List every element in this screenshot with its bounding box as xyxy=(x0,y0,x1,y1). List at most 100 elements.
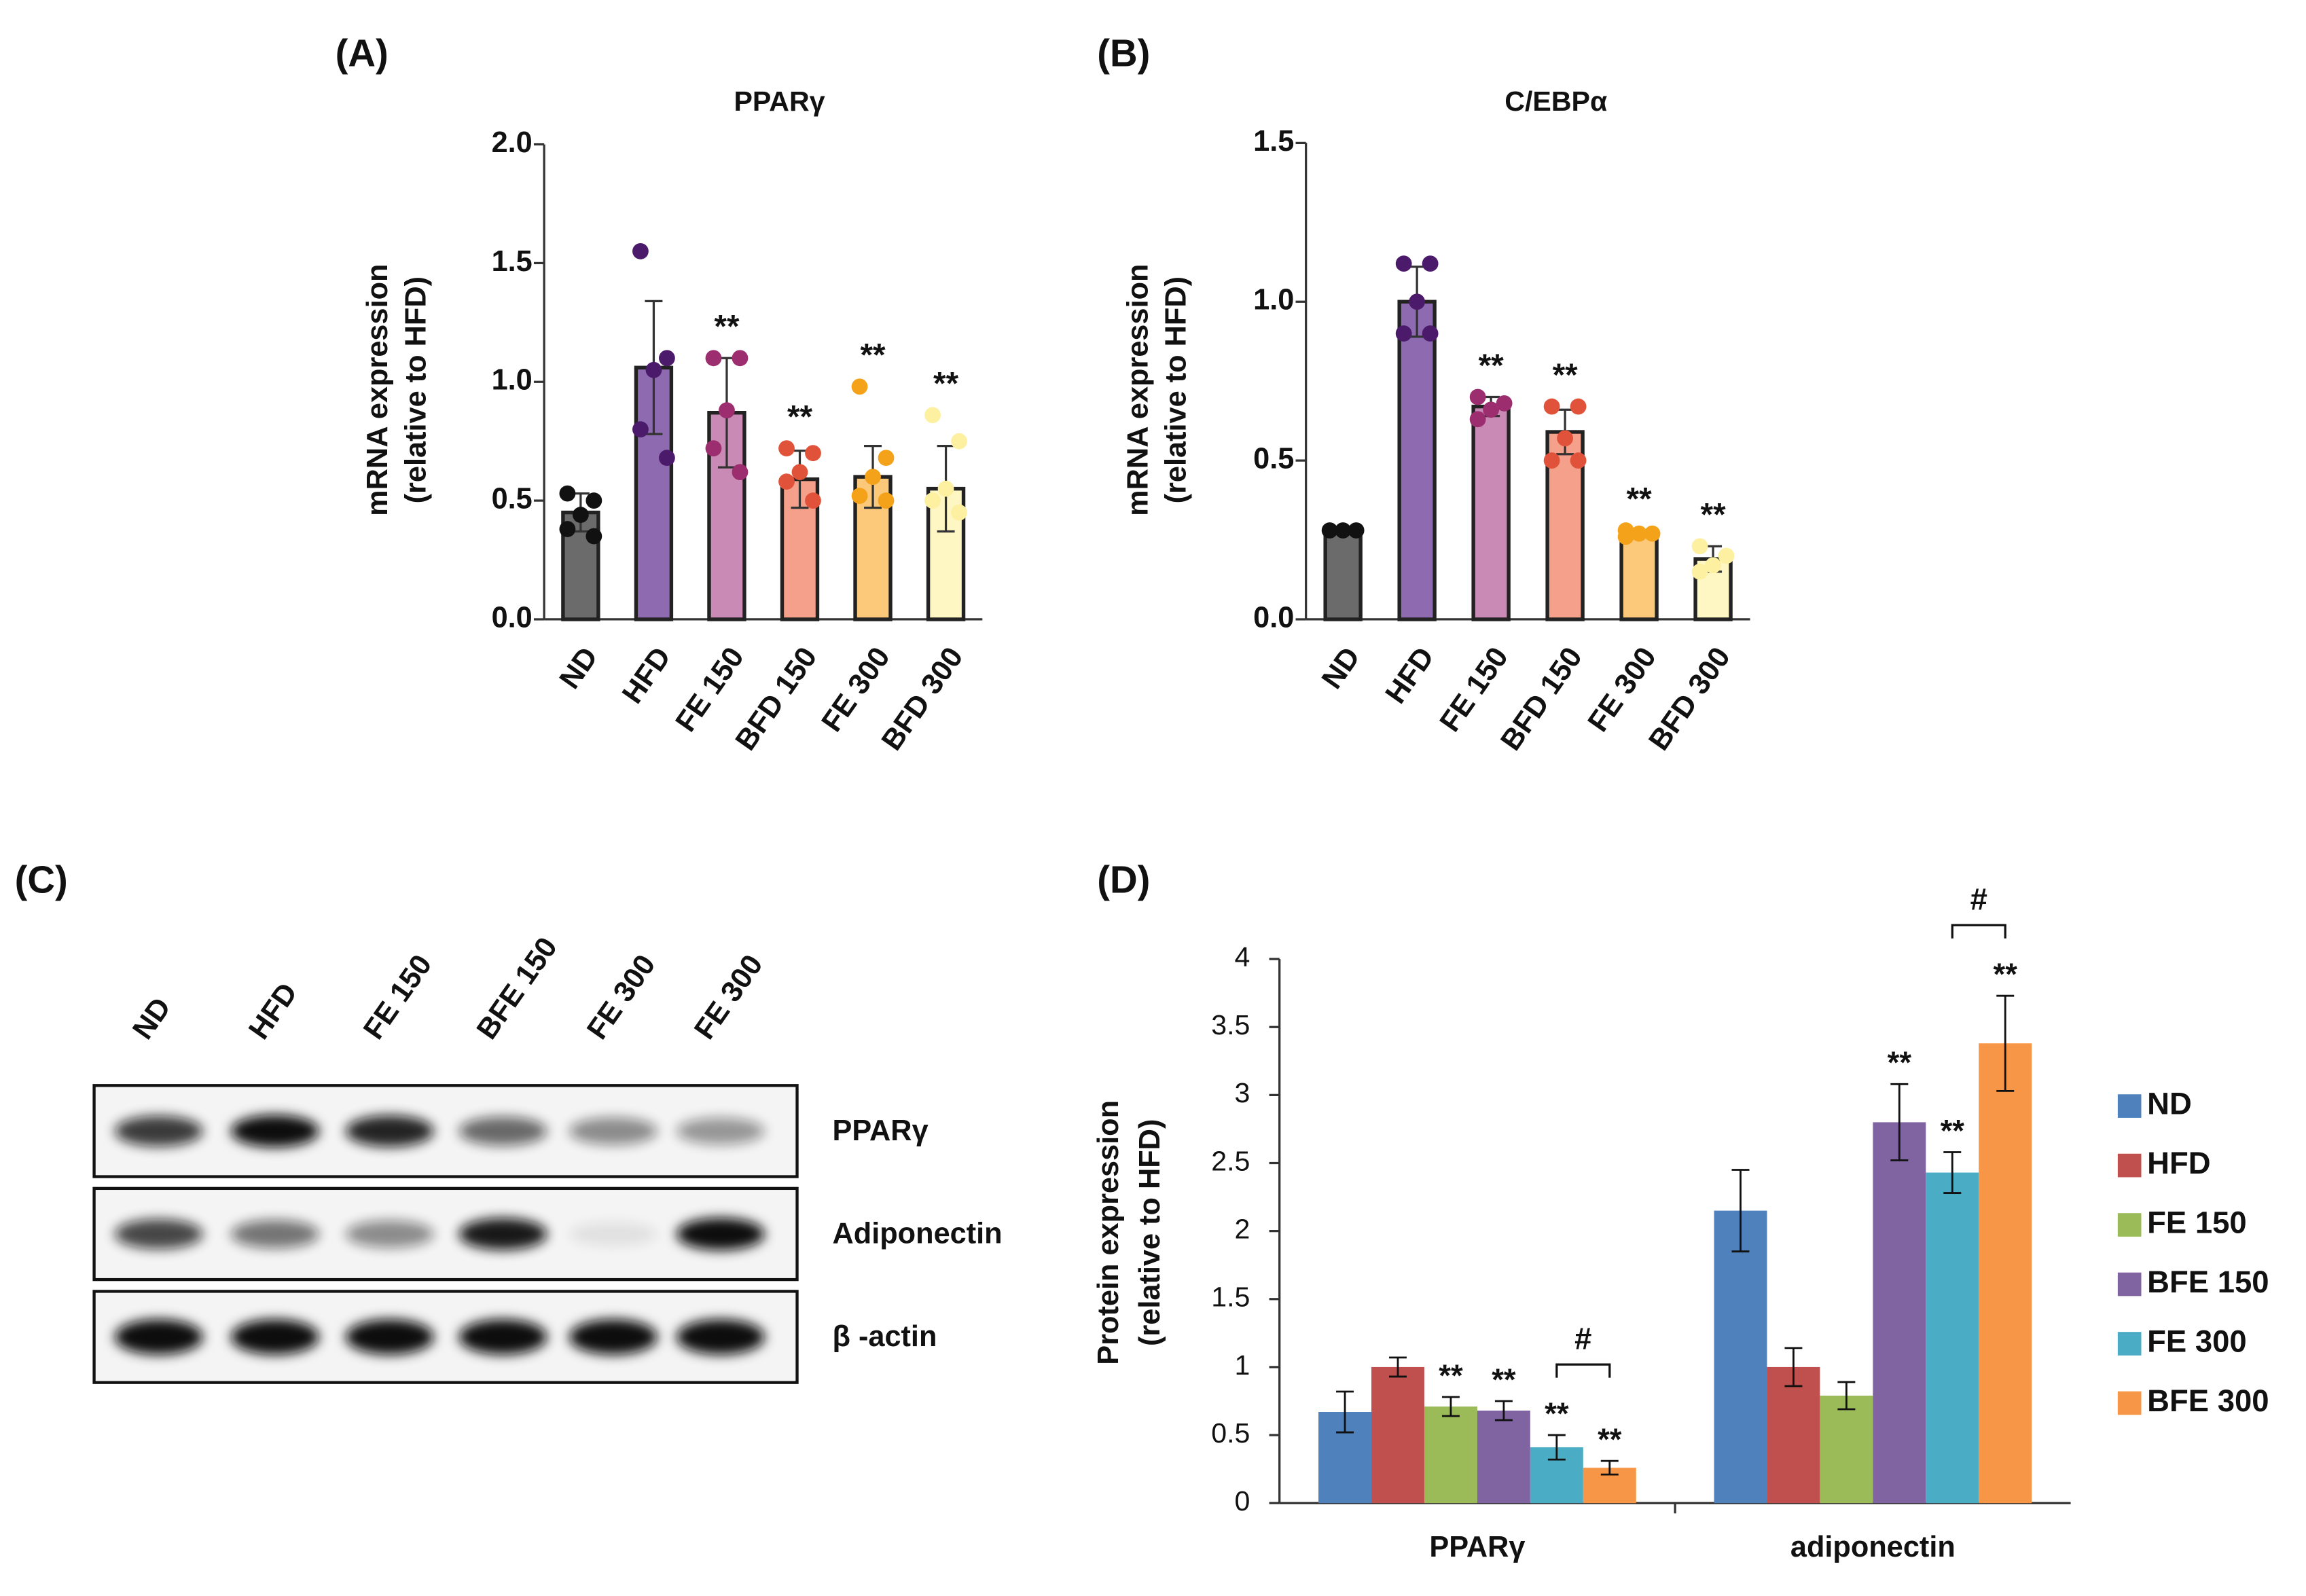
bar xyxy=(1424,1407,1477,1504)
data-point xyxy=(1483,401,1500,418)
data-point xyxy=(1335,522,1352,539)
bar xyxy=(1926,1172,1979,1504)
data-point xyxy=(1348,522,1365,539)
legend-label: FE 300 xyxy=(2147,1324,2247,1359)
data-point xyxy=(878,492,895,509)
band xyxy=(114,1319,203,1355)
data-point xyxy=(1631,525,1647,542)
bar xyxy=(1979,1043,2032,1504)
data-point xyxy=(645,361,662,378)
data-point xyxy=(1409,293,1426,310)
y-tick-label: 4 xyxy=(1235,941,1250,973)
y-axis-label: Protein expression xyxy=(1092,1100,1125,1365)
bar xyxy=(1873,1122,1926,1504)
data-point xyxy=(559,521,576,537)
legend-label: ND xyxy=(2147,1087,2192,1121)
band xyxy=(345,1319,434,1355)
band xyxy=(230,1114,319,1148)
significance-label: ** xyxy=(787,399,813,435)
legend-swatch xyxy=(2117,1213,2142,1237)
y-tick-label: 1.0 xyxy=(492,364,533,397)
bracket xyxy=(1951,924,2006,939)
x-tick-label: ND xyxy=(1316,641,1367,695)
x-tick-label: ND xyxy=(554,641,605,695)
y-tick-label: 1.0 xyxy=(1253,284,1294,316)
data-point xyxy=(632,243,649,259)
significance-label: ** xyxy=(933,365,959,401)
data-point xyxy=(951,433,967,450)
legend-label: BFE 150 xyxy=(2147,1265,2269,1299)
data-point xyxy=(1321,522,1338,539)
data-point xyxy=(1496,395,1513,412)
data-point xyxy=(572,507,589,523)
x-tick-label: HFD xyxy=(1380,641,1441,709)
bar xyxy=(1397,300,1437,621)
data-point xyxy=(632,421,649,438)
data-point xyxy=(778,440,795,457)
panel-label: (D) xyxy=(1097,858,1150,901)
data-point xyxy=(659,350,675,367)
data-point xyxy=(585,528,602,545)
y-tick-label: 0.5 xyxy=(492,483,533,515)
data-point xyxy=(1644,525,1661,542)
data-point xyxy=(951,504,967,521)
band xyxy=(230,1319,319,1355)
panel-label: (B) xyxy=(1097,32,1150,75)
bracket-label: # xyxy=(1574,1322,1591,1356)
data-point xyxy=(732,350,749,367)
significance-label: ** xyxy=(1888,1045,1912,1080)
y-tick-label: 0.5 xyxy=(1211,1417,1250,1449)
bar xyxy=(1477,1411,1530,1504)
legend-swatch xyxy=(2117,1391,2142,1415)
bracket-label: # xyxy=(1970,882,1987,917)
legend-swatch xyxy=(2117,1094,2142,1118)
band-label: Adiponectin xyxy=(832,1218,1002,1250)
y-tick-label: 1.5 xyxy=(1211,1282,1250,1313)
chart-title: C/EBPα xyxy=(1505,86,1607,117)
significance-label: ** xyxy=(1941,1113,1965,1148)
data-point xyxy=(1422,325,1439,342)
x-tick-label: FE 150 xyxy=(1434,641,1515,738)
data-point xyxy=(1557,430,1574,447)
panel-label: (A) xyxy=(336,32,389,75)
data-point xyxy=(851,488,868,505)
y-tick-label: 0.5 xyxy=(1253,443,1294,475)
western-blot xyxy=(92,1084,799,1384)
data-point xyxy=(1705,557,1721,574)
data-point xyxy=(805,445,821,462)
panel-label: (C) xyxy=(15,858,68,901)
data-point xyxy=(719,402,735,419)
data-point xyxy=(865,469,881,486)
band xyxy=(569,1222,657,1246)
data-point xyxy=(1691,538,1708,555)
data-point xyxy=(791,464,808,481)
band xyxy=(458,1319,547,1355)
data-point xyxy=(878,450,895,467)
bar xyxy=(1619,531,1659,621)
band xyxy=(676,1319,765,1355)
y-tick-label: 3 xyxy=(1235,1077,1250,1108)
data-point xyxy=(1395,255,1412,272)
legend-label: FE 150 xyxy=(2147,1205,2247,1240)
bar xyxy=(1767,1366,1820,1504)
band-label: β -actin xyxy=(832,1320,937,1353)
lane-label: HFD xyxy=(242,977,304,1045)
band-label: PPARγ xyxy=(832,1114,928,1147)
bar xyxy=(1820,1395,1873,1504)
legend-label: BFE 300 xyxy=(2147,1383,2269,1418)
band xyxy=(569,1117,657,1145)
y-tick-label: 1.5 xyxy=(492,245,533,278)
lane-label: BFE 150 xyxy=(471,932,564,1046)
y-axis-label: (relative to HFD) xyxy=(1160,276,1193,503)
x-tick-label: FE 300 xyxy=(1582,641,1663,738)
significance-label: ** xyxy=(1994,957,2018,992)
bracket xyxy=(1555,1363,1611,1378)
data-point xyxy=(778,473,795,490)
y-tick-label: 2.0 xyxy=(492,126,533,159)
data-point xyxy=(705,350,722,367)
band xyxy=(458,1117,547,1146)
band xyxy=(114,1218,203,1250)
y-axis-label: mRNA expression xyxy=(1121,264,1154,515)
data-point xyxy=(1469,388,1486,405)
